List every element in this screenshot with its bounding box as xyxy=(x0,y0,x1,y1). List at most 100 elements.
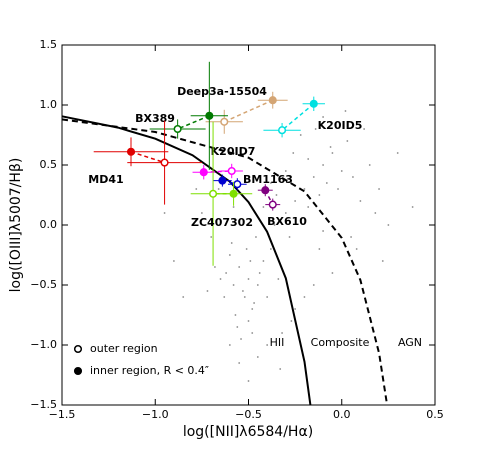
legend-label: outer region xyxy=(90,342,158,355)
background-point xyxy=(329,146,332,148)
background-point xyxy=(269,248,272,250)
background-point xyxy=(236,326,239,328)
background-point xyxy=(411,206,414,208)
background-point xyxy=(303,296,306,298)
background-point xyxy=(269,182,272,184)
background-point xyxy=(363,128,366,130)
background-point xyxy=(191,224,194,226)
background-point xyxy=(238,266,241,268)
galaxy-point xyxy=(278,126,287,135)
x-axis-label: log([NII]λ6584/Hα) xyxy=(183,424,313,440)
connector xyxy=(130,151,165,164)
background-point xyxy=(262,206,265,208)
background-point xyxy=(214,266,216,268)
region-label: AGN xyxy=(398,336,422,349)
background-point xyxy=(251,308,254,310)
background-point xyxy=(307,206,310,208)
background-point xyxy=(318,248,321,250)
y-tick-label: 0.5 xyxy=(40,158,58,171)
background-point xyxy=(217,188,220,190)
background-point xyxy=(266,296,269,298)
galaxy-point xyxy=(160,158,169,167)
background-point xyxy=(294,308,297,310)
region-label: HII xyxy=(270,336,285,349)
background-point xyxy=(227,218,229,220)
background-point xyxy=(381,260,384,262)
background-point xyxy=(273,224,276,226)
galaxy-point xyxy=(227,166,236,176)
background-point xyxy=(340,170,343,172)
background-point xyxy=(292,152,295,154)
y-tick-label: 1.0 xyxy=(40,98,58,111)
background-point xyxy=(251,332,254,334)
background-point xyxy=(352,176,354,178)
background-point xyxy=(253,302,255,304)
background-point xyxy=(228,254,231,256)
region-label: Composite xyxy=(311,336,370,349)
x-tick-label: 0.5 xyxy=(426,408,444,421)
background-point xyxy=(230,242,233,244)
background-point xyxy=(299,134,302,136)
galaxy-label: BX389 xyxy=(135,112,175,125)
background-point xyxy=(255,236,257,238)
background-point xyxy=(240,338,242,340)
galaxy-label: BX610 xyxy=(267,215,307,228)
background-point xyxy=(258,272,261,274)
background-point xyxy=(163,212,166,214)
galaxy-point xyxy=(220,117,229,126)
background-point xyxy=(337,188,339,190)
y-tick-label: −1.5 xyxy=(30,398,57,411)
background-point xyxy=(322,230,324,232)
galaxy-label: ZC407302 xyxy=(191,216,253,229)
background-point xyxy=(350,236,352,238)
galaxy-point xyxy=(261,186,270,195)
background-point xyxy=(312,176,315,178)
background-point xyxy=(247,278,250,280)
galaxy-point xyxy=(309,99,318,108)
background-point xyxy=(378,188,380,190)
background-point xyxy=(182,296,185,298)
background-point xyxy=(368,164,371,166)
background-point xyxy=(281,332,283,334)
background-point xyxy=(288,236,291,238)
galaxy-point xyxy=(233,180,242,189)
background-point xyxy=(294,200,297,202)
x-tick-label: −1.5 xyxy=(49,408,76,421)
galaxy-label: K20ID5 xyxy=(318,119,363,132)
background-point xyxy=(223,296,226,298)
galaxy-point xyxy=(209,189,218,198)
background-point xyxy=(374,212,377,214)
background-point xyxy=(318,194,321,196)
background-point xyxy=(232,284,235,286)
galaxy-point xyxy=(218,176,227,185)
background-point xyxy=(275,194,278,196)
galaxy-point xyxy=(268,96,277,105)
background-point xyxy=(219,278,222,280)
galaxy-label: MD41 xyxy=(88,173,123,186)
galaxy-label: K20ID7 xyxy=(211,145,256,158)
background-point xyxy=(238,362,241,364)
background-point xyxy=(355,248,358,250)
connector xyxy=(223,99,274,123)
galaxy-point xyxy=(205,111,214,120)
background-point xyxy=(290,320,293,322)
background-point xyxy=(195,188,198,190)
legend-label: inner region, R < 0.4″ xyxy=(90,364,209,377)
background-point xyxy=(322,164,324,166)
background-point xyxy=(314,128,317,130)
connector xyxy=(177,115,210,130)
y-tick-label: −0.5 xyxy=(30,278,57,291)
background-point xyxy=(307,158,310,160)
background-point xyxy=(277,278,280,280)
background-point xyxy=(266,344,269,346)
background-point xyxy=(228,344,231,346)
background-point xyxy=(331,152,334,154)
background-point xyxy=(299,218,302,220)
background-point xyxy=(256,284,259,286)
background-point xyxy=(245,248,248,250)
background-point xyxy=(284,212,287,214)
legend-marker xyxy=(73,344,83,354)
background-point xyxy=(247,320,250,322)
background-point xyxy=(243,296,246,298)
background-point xyxy=(232,206,235,208)
